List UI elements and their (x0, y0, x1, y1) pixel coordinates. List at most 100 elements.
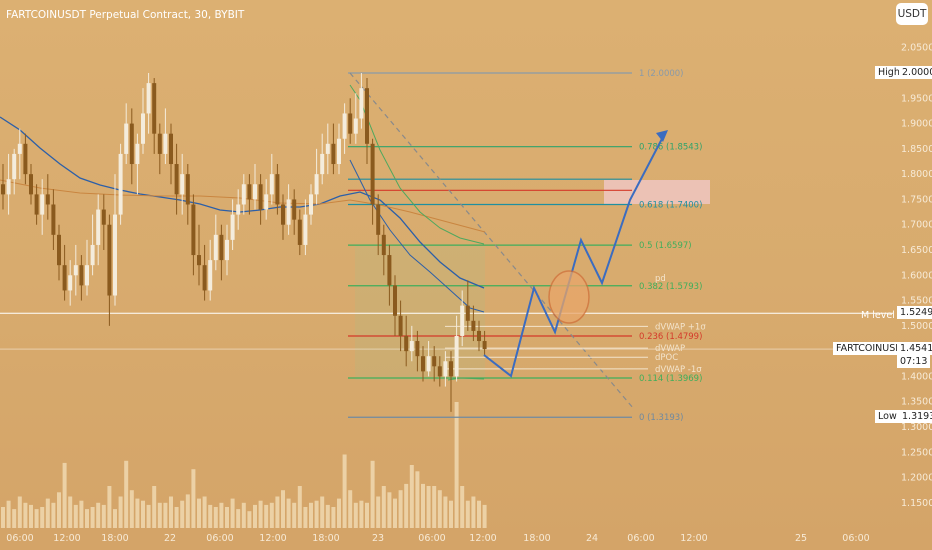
time-tick-label: 06:00 (6, 533, 33, 544)
volume-bar (247, 511, 252, 528)
volume-bar (421, 483, 425, 528)
volume-bar (101, 504, 106, 528)
candle (297, 219, 302, 245)
price-tick-label: 1.5000 (901, 321, 932, 332)
candle (141, 113, 145, 144)
time-tick-label: 06:00 (842, 533, 869, 544)
candle (443, 361, 448, 377)
ma-orange-line (0, 179, 486, 233)
volume-bar (465, 500, 470, 528)
ma-green2-line (447, 377, 485, 381)
volume-bar (258, 500, 263, 528)
volume-bar (219, 502, 224, 528)
candle (174, 164, 179, 195)
price-tick-label: 1.1500 (901, 498, 932, 509)
volume-bar (152, 486, 157, 528)
candle (191, 204, 196, 256)
volume-bar (359, 500, 364, 528)
volume-bar (292, 502, 297, 528)
candle (432, 356, 437, 367)
volume-bar (393, 498, 397, 528)
volume-bar (96, 502, 101, 528)
price-tick-label: 2.0500 (901, 43, 932, 54)
candle (449, 361, 453, 377)
volume-bar (6, 500, 11, 528)
volume-bar (29, 504, 33, 528)
volume-bar (482, 504, 487, 528)
volume-bar (387, 492, 392, 528)
volume-bar (353, 502, 358, 528)
volume-bar (23, 502, 28, 528)
candle (124, 123, 129, 154)
candle (353, 118, 358, 134)
candle (241, 184, 246, 205)
candle (101, 209, 106, 225)
candle (152, 83, 157, 134)
candle (370, 143, 375, 205)
volume-bar (230, 498, 235, 528)
volume-bar (331, 507, 336, 528)
volume-bar (57, 492, 61, 528)
volume-bar (454, 402, 459, 528)
trend-line (349, 72, 633, 408)
candle (437, 366, 442, 377)
fib-label-0-382: 0.382 (1.5793) (639, 282, 702, 292)
ma-blue2-line (349, 159, 485, 313)
candle (163, 133, 168, 154)
time-tick-label: 22 (164, 533, 176, 544)
candle (17, 143, 22, 154)
volume-bar (303, 507, 308, 528)
candle (12, 153, 17, 180)
candle (1, 184, 5, 195)
volume-bar (157, 502, 162, 528)
volume-bar (275, 496, 280, 528)
candle (219, 234, 224, 261)
fib-label-0-786: 0.786 (1.8543) (639, 143, 702, 153)
candle (236, 204, 241, 215)
volume-bar (34, 509, 39, 528)
candle (376, 204, 381, 235)
candle (398, 315, 403, 336)
candle (45, 194, 50, 205)
volume-bar (253, 504, 257, 528)
price-tick-label: 1.6000 (901, 270, 932, 281)
fib-label-0-236: 0.236 (1.4799) (639, 332, 702, 342)
volume-bar (437, 490, 442, 528)
price-tick-label: 1.3000 (901, 422, 932, 433)
candle (303, 214, 308, 245)
fib-label-0-618: 0.618 (1.7400) (639, 200, 702, 210)
volume-bar (286, 498, 291, 528)
volume-bar (269, 502, 274, 528)
candle (253, 184, 257, 200)
price-tick-label: 1.7000 (901, 220, 932, 231)
volume-bar (135, 498, 140, 528)
symbol-title: FARTCOINUSDT Perpetual Contract, 30, BYB… (6, 9, 245, 21)
candle (85, 265, 89, 286)
candle (381, 234, 386, 256)
candle (202, 265, 207, 291)
volume-bar (365, 502, 369, 528)
volume-bar (1, 507, 5, 528)
candle (465, 305, 470, 321)
candle (197, 255, 201, 266)
price-tick-label: 1.5500 (901, 296, 932, 307)
time-tick-label: 18:00 (312, 533, 339, 544)
candle (387, 255, 392, 286)
candle (146, 83, 151, 114)
volume-bar (174, 507, 179, 528)
candle (365, 88, 369, 144)
price-tick-label: 1.4000 (901, 371, 932, 382)
candle (426, 356, 431, 372)
volume-bar (113, 509, 117, 528)
candle (482, 341, 487, 350)
currency-button[interactable]: USDT (896, 3, 928, 25)
candle (157, 133, 162, 154)
volume-bar (309, 502, 313, 528)
volume-bar (314, 500, 319, 528)
volume-bar (185, 494, 190, 528)
candle (275, 174, 280, 205)
time-tick-label: 12:00 (259, 533, 286, 544)
candle (320, 153, 325, 175)
